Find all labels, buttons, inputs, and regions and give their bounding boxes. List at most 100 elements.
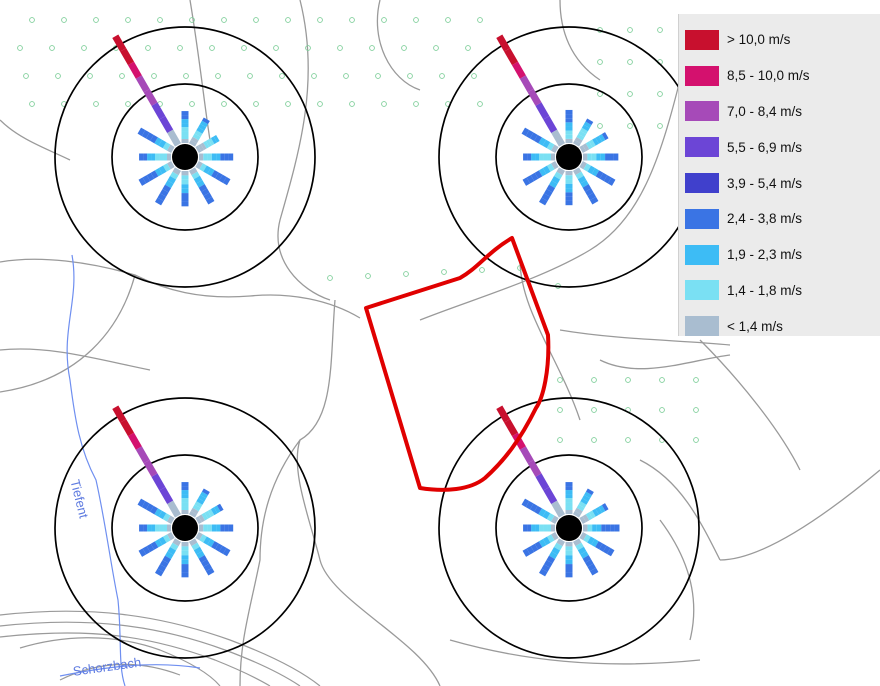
wind-rose-sector-segment <box>529 132 538 141</box>
wind-rose-sector-segment <box>198 123 207 131</box>
wind-rose-sector-segment <box>587 165 596 175</box>
tree-symbol <box>381 101 387 107</box>
wind-rose-sector-segment <box>143 459 158 477</box>
tree-symbol <box>61 17 67 23</box>
legend-label: 1,4 - 1,8 m/s <box>727 282 803 298</box>
wind-rose-sector-segment <box>572 167 582 176</box>
wind-rose-sector-segment <box>587 563 596 572</box>
wind-rose-sector-segment <box>525 130 534 139</box>
tree-symbol <box>29 101 35 107</box>
wind-rose-sector-segment <box>580 127 588 135</box>
tree-symbol <box>591 437 597 443</box>
tree-symbol <box>327 275 333 281</box>
wind-rose-sector-segment <box>112 34 127 52</box>
wind-rose-sector-segment <box>213 505 221 514</box>
wind-rose-sector-segment <box>541 564 551 573</box>
tree-symbol <box>471 73 477 79</box>
wind-rose-sector-segment <box>576 504 585 512</box>
wind-rose-sector-segment <box>525 501 534 510</box>
wind-rose-sector-segment <box>150 541 159 550</box>
wind-rose-sector-segment <box>589 510 596 519</box>
tree-symbol <box>627 59 633 65</box>
tree-symbol <box>597 59 603 65</box>
legend-swatch <box>685 101 719 122</box>
wind-rose-sector-segment <box>543 486 558 505</box>
wind-rose-sector-segment <box>546 534 555 543</box>
wind-rose-sector-segment <box>141 501 150 510</box>
legend-label: 3,9 - 5,4 m/s <box>727 175 803 191</box>
wind-rose-sector-segment <box>190 507 199 515</box>
wind-rose-sector-segment <box>575 171 584 180</box>
wind-rose-sector-segment <box>534 134 542 144</box>
wind-rose-sector-segment <box>201 559 210 568</box>
wind-rose-sector-segment <box>158 536 167 546</box>
wind-rose-sector-segment <box>587 536 595 545</box>
tree-symbol <box>253 17 259 23</box>
wind-rose-sector-segment <box>146 543 155 553</box>
wind-rose-sector-segment <box>194 501 203 508</box>
inner-range-circle-2 <box>495 83 643 231</box>
tree-symbol <box>317 17 323 23</box>
legend-item: 8,5 - 10,0 m/s <box>679 58 880 94</box>
wind-rose-sector-segment <box>219 174 227 183</box>
tree-symbol <box>157 17 163 23</box>
wind-rose-sector-segment <box>546 513 555 522</box>
wind-rose-sector-segment <box>210 507 218 516</box>
wind-rose-sector-segment <box>551 547 561 555</box>
wind-rose-sector-segment <box>546 142 555 151</box>
tree-symbol <box>93 17 99 23</box>
wind-rose-sector-segment <box>150 505 158 515</box>
wind-rose-sector-segment <box>572 538 582 547</box>
wind-rose-sector-segment <box>544 188 553 197</box>
outer-range-circle-3 <box>54 397 316 659</box>
wind-rose-sector-segment <box>521 127 530 137</box>
wind-rose-sector-segment <box>167 531 175 541</box>
wind-rose-sector-segment <box>205 567 215 576</box>
wind-rose-sector-segment <box>208 137 215 146</box>
wind-rose-sector-segment <box>195 160 203 170</box>
tree-symbol <box>55 73 61 79</box>
wind-rose-sector-segment <box>551 500 566 518</box>
wind-rose-sector-segment <box>188 167 198 176</box>
wind-rose <box>496 405 620 578</box>
wind-rose-sector-segment <box>551 531 559 541</box>
wind-rose-sector-segment <box>521 498 530 508</box>
wind-rose-sector-segment <box>591 168 600 177</box>
wind-rose-sector-segment <box>576 133 585 141</box>
wind-rose-sector-segment <box>167 547 177 555</box>
wind-rose-sector-segment <box>196 127 205 134</box>
wind-rose-sector-segment <box>522 177 531 186</box>
wind-rose-sector-segment <box>146 172 155 182</box>
tree-symbol <box>29 17 35 23</box>
tree-symbol <box>343 73 349 79</box>
wind-rose-sector-segment <box>141 130 150 139</box>
wind-rose-sector-segment <box>538 539 547 548</box>
tree-symbol <box>189 101 195 107</box>
wind-rose-sector-segment <box>526 175 535 184</box>
wind-rose-sector-segment <box>595 506 603 515</box>
wind-rose-sector-segment <box>601 132 609 141</box>
turbine-hub <box>556 144 582 170</box>
wind-rose-sector-segment <box>135 75 150 93</box>
wind-rose <box>112 405 234 578</box>
wind-rose-sector-segment <box>595 541 603 550</box>
wind-rose-sector-segment <box>138 177 147 186</box>
wind-rose-sector-segment <box>223 176 231 186</box>
wind-rose-sector-segment <box>584 491 592 499</box>
wind-rose-sector-segment <box>550 144 559 154</box>
tree-symbol <box>119 73 125 79</box>
wind-rose-sector-segment <box>592 137 599 146</box>
tree-symbol <box>183 73 189 79</box>
wind-rose-sector-segment <box>195 531 203 541</box>
tree-symbol <box>17 45 23 51</box>
wind-rose-sector-segment <box>551 160 559 170</box>
wind-rose-sector-segment <box>137 498 146 508</box>
wind-rose-sector-segment <box>166 144 175 154</box>
wind-rose-sector-segment <box>201 488 210 496</box>
wind-rose-sector-segment <box>542 139 551 149</box>
wind-rose-sector-segment <box>197 143 205 152</box>
tree-symbol <box>337 45 343 51</box>
tree-symbol <box>221 17 227 23</box>
tree-symbol <box>591 377 597 383</box>
